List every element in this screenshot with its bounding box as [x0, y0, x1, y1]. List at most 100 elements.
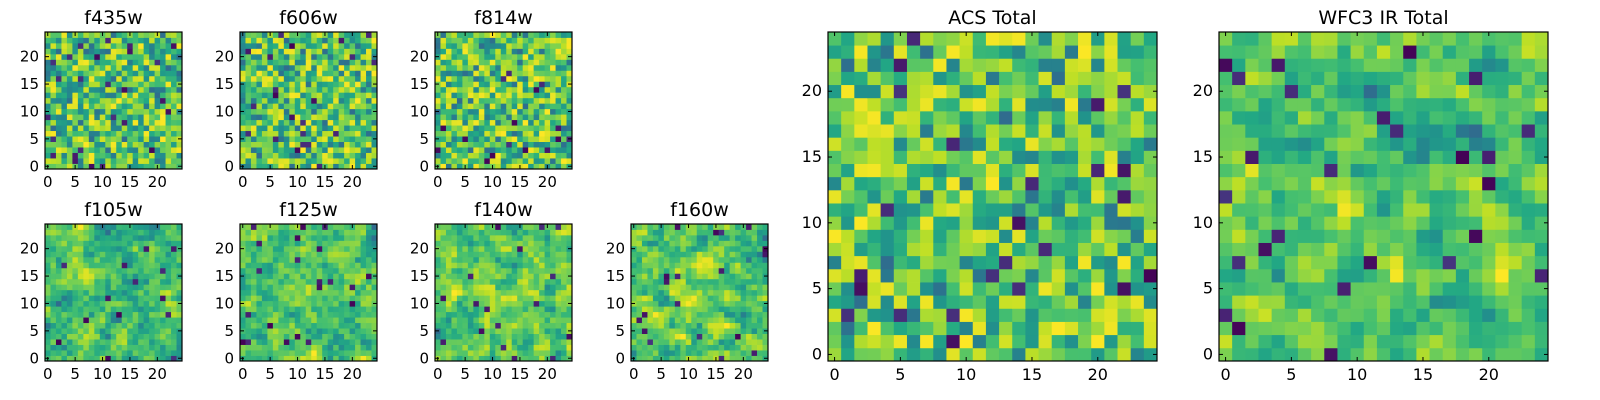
heatmap-cell	[566, 224, 573, 230]
heatmap-cell	[99, 339, 106, 345]
heatmap-cell	[544, 234, 551, 241]
panel-title: f160w	[670, 199, 729, 221]
heatmap-cell	[149, 333, 155, 340]
heatmap-cell	[696, 224, 703, 230]
heatmap-cell	[729, 284, 736, 291]
heatmap-cell	[880, 295, 895, 309]
heatmap-cell	[746, 251, 752, 258]
heatmap-cell	[484, 37, 491, 44]
heatmap-cell	[300, 114, 307, 121]
heatmap-cell	[451, 306, 458, 313]
heatmap-cell	[467, 125, 474, 132]
heatmap-cell	[506, 240, 513, 247]
heatmap-cell	[696, 300, 703, 307]
heatmap-cell	[495, 229, 502, 236]
heatmap-cell	[138, 317, 145, 324]
heatmap-cell	[171, 152, 177, 159]
heatmap-cell	[707, 295, 714, 302]
heatmap-cell	[1104, 176, 1118, 191]
heatmap-cell	[77, 344, 84, 351]
heatmap-cell	[478, 322, 485, 329]
heatmap-cell	[828, 347, 842, 362]
heatmap-cell	[66, 328, 73, 334]
heatmap-cell	[484, 344, 491, 351]
heatmap-cell	[762, 224, 769, 230]
heatmap-cell	[435, 262, 441, 269]
heatmap-cell	[762, 344, 769, 351]
heatmap-cell	[456, 278, 463, 285]
heatmap-cell	[495, 262, 502, 269]
heatmap-cell	[349, 328, 356, 334]
heatmap-cell	[506, 141, 513, 148]
heatmap-cell	[544, 92, 551, 99]
heatmap-cell	[985, 295, 1000, 309]
heatmap-cell	[283, 64, 290, 71]
heatmap-cell	[267, 119, 274, 126]
heatmap-cell	[440, 59, 447, 66]
heatmap-cell	[467, 81, 474, 88]
heatmap-cell	[165, 70, 172, 77]
heatmap-cell	[267, 339, 274, 345]
heatmap-cell	[360, 92, 367, 99]
heatmap-cell	[636, 284, 643, 291]
heatmap-cell	[691, 284, 698, 291]
heatmap-cell	[278, 262, 285, 269]
heatmap-cell	[456, 92, 463, 99]
heatmap-cell	[256, 125, 263, 132]
heatmap-cell	[83, 59, 90, 66]
heatmap-cell	[127, 322, 134, 329]
heatmap-cell	[88, 251, 95, 258]
heatmap-cell	[906, 216, 921, 230]
heatmap-cell	[344, 339, 350, 345]
heatmap-cell	[1012, 216, 1026, 230]
heatmap-cell	[669, 245, 676, 252]
heatmap-cell	[110, 333, 117, 340]
heatmap-cell	[445, 141, 452, 148]
heatmap-cell	[300, 284, 307, 291]
heatmap-cell	[550, 136, 556, 142]
heatmap-cell	[680, 284, 687, 291]
heatmap-cell	[171, 245, 177, 252]
heatmap-cell	[77, 311, 84, 318]
heatmap-cell	[344, 284, 350, 291]
heatmap-cell	[366, 59, 372, 66]
heatmap-cell	[149, 267, 155, 274]
heatmap-cell	[1064, 308, 1079, 322]
heatmap-cell	[566, 119, 573, 126]
heatmap-cell	[349, 273, 356, 280]
heatmap-cell	[132, 136, 139, 142]
heatmap-cell	[77, 119, 84, 126]
heatmap-cell	[61, 251, 68, 258]
heatmap-cell	[165, 141, 172, 148]
heatmap-cell	[841, 282, 855, 296]
heatmap-cell	[61, 229, 68, 236]
heatmap-cell	[305, 355, 312, 362]
heatmap-cell	[283, 317, 290, 324]
heatmap-cell	[50, 300, 57, 307]
heatmap-cell	[451, 108, 458, 115]
heatmap-cell	[160, 339, 166, 345]
heatmap-cell	[696, 273, 703, 280]
heatmap-cell	[506, 328, 513, 334]
heatmap-cell	[355, 163, 361, 170]
heatmap-cell	[132, 284, 139, 291]
heatmap-cell	[746, 284, 752, 291]
heatmap-cell	[149, 284, 155, 291]
heatmap-cell	[45, 70, 51, 77]
heatmap-cell	[652, 284, 659, 291]
heatmap-cell	[674, 339, 681, 345]
heatmap-cell	[451, 53, 458, 60]
heatmap-cell	[724, 317, 731, 324]
heatmap-cell	[99, 48, 106, 55]
heatmap-cell	[658, 267, 665, 274]
heatmap-cell	[94, 284, 101, 291]
heatmap-cell	[451, 92, 458, 99]
heatmap-cell	[344, 108, 350, 115]
heatmap-cell	[77, 158, 84, 164]
heatmap-cell	[61, 86, 68, 93]
heatmap-cell	[349, 267, 356, 274]
heatmap-cell	[1012, 334, 1026, 349]
heatmap-cell	[349, 278, 356, 285]
heatmap-cell	[83, 350, 90, 356]
heatmap-cell	[1117, 189, 1132, 204]
